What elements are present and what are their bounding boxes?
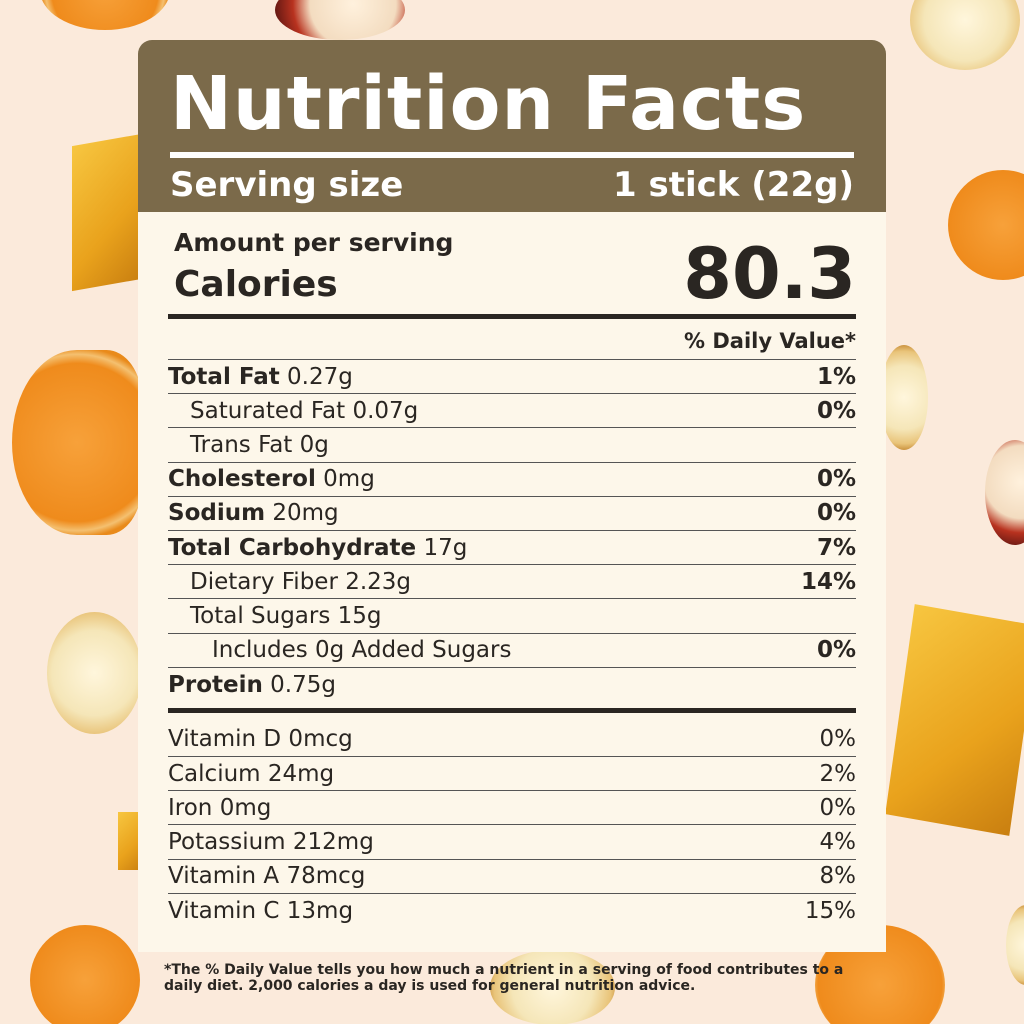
orange-slice-image — [30, 925, 140, 1024]
vitamin-dv: 0% — [819, 794, 857, 821]
nutrient-row-trans-fat: Trans Fat 0g — [168, 428, 856, 463]
header-divider — [170, 152, 854, 158]
vitamin-row: Iron 0mg 0% — [168, 791, 857, 826]
thick-divider — [168, 707, 856, 713]
vitamin-row: Calcium 24mg 2% — [168, 757, 857, 792]
nutrient-name: Dietary Fiber 2.23g — [190, 568, 412, 595]
nutrition-label: Nutrition Facts Serving size 1 stick (22… — [138, 40, 886, 952]
orange-slice-image — [948, 170, 1024, 280]
nutrient-name: Protein — [168, 671, 263, 698]
nutrient-name: Cholesterol — [168, 466, 316, 493]
daily-value-header: % Daily Value* — [168, 319, 856, 360]
nutrient-amount: 20mg — [272, 500, 339, 527]
vitamin-label: Potassium 212mg — [168, 829, 374, 856]
banana-slice-image — [880, 345, 928, 450]
vitamin-label: Vitamin A 78mcg — [168, 863, 366, 890]
vitamin-dv: 2% — [819, 760, 857, 787]
calories-section: Amount per serving Calories 80.3 — [168, 212, 856, 314]
nutrient-name: Total Fat — [168, 363, 280, 390]
vitamin-label: Calcium 24mg — [168, 760, 335, 787]
banana-slice-image — [910, 0, 1020, 70]
nutrient-row-sodium: Sodium 20mg 0% — [168, 497, 856, 531]
nutrient-dv: 14% — [800, 568, 856, 595]
orange-slice-image — [40, 0, 170, 30]
nutrient-name: Sodium — [168, 500, 266, 527]
vitamin-label: Iron 0mg — [168, 794, 272, 821]
pineapple-chunk-image — [885, 604, 1024, 836]
nutrient-row-total-fat: Total Fat 0.27g 1% — [168, 360, 856, 395]
nutrient-amount: 0mg — [323, 466, 375, 493]
vitamin-row: Vitamin D 0mcg 0% — [168, 723, 857, 758]
banana-slice-image — [1006, 905, 1024, 985]
serving-size-row: Serving size 1 stick (22g) — [170, 158, 854, 212]
vitamin-row: Vitamin C 13mg 15% — [168, 894, 856, 928]
nutrient-name: Saturated Fat 0.07g — [190, 397, 419, 424]
nutrient-dv: 7% — [816, 534, 856, 561]
vitamin-label: Vitamin C 13mg — [168, 897, 354, 924]
serving-size-value: 1 stick (22g) — [613, 165, 854, 205]
vitamin-dv: 4% — [819, 829, 857, 856]
label-header: Nutrition Facts Serving size 1 stick (22… — [138, 40, 886, 212]
banana-slice-image — [47, 612, 142, 734]
nutrient-dv: 0% — [816, 397, 856, 424]
nutrient-row-added-sugars: Includes 0g Added Sugars 0% — [168, 634, 856, 668]
vitamin-dv: 0% — [819, 726, 857, 753]
vitamin-row: Vitamin A 78mcg 8% — [168, 860, 856, 894]
calories-label: Calories — [174, 264, 338, 305]
label-title: Nutrition Facts — [170, 61, 807, 147]
vitamin-dv: 8% — [819, 863, 857, 890]
nutrient-name: Includes 0g Added Sugars — [212, 637, 512, 664]
amount-per-serving-label: Amount per serving — [174, 228, 454, 257]
nutrient-row-protein: Protein 0.75g — [168, 668, 856, 702]
nutrient-amount: 17g — [423, 534, 468, 561]
serving-size-label: Serving size — [170, 165, 404, 205]
pineapple-chunk-image — [72, 133, 142, 292]
nutrient-amount: 0.75g — [270, 671, 336, 698]
nutrient-dv: 0% — [816, 500, 856, 527]
nutrient-name: Trans Fat 0g — [190, 431, 329, 458]
nutrient-name: Total Carbohydrate — [168, 534, 417, 561]
nutrient-row-total-carbohydrate: Total Carbohydrate 17g 7% — [168, 531, 856, 566]
nutrient-row-saturated-fat: Saturated Fat 0.07g 0% — [168, 394, 856, 429]
vitamin-dv: 15% — [804, 897, 856, 924]
apple-slice-image — [275, 0, 405, 40]
thick-divider — [168, 314, 856, 319]
apple-slice-image — [985, 440, 1024, 545]
daily-value-footnote: *The % Daily Value tells you how much a … — [164, 962, 844, 994]
orange-slice-image — [12, 350, 142, 535]
nutrient-dv: 0% — [816, 637, 856, 664]
nutrient-amount: 0.27g — [287, 363, 353, 390]
nutrient-dv: 0% — [816, 466, 856, 493]
nutrient-row-dietary-fiber: Dietary Fiber 2.23g 14% — [168, 565, 856, 600]
calories-value: 80.3 — [683, 233, 856, 315]
nutrient-row-cholesterol: Cholesterol 0mg 0% — [168, 463, 856, 497]
vitamin-label: Vitamin D 0mcg — [168, 726, 353, 753]
banana-slice-image — [490, 950, 615, 1024]
nutrient-dv: 1% — [816, 363, 856, 390]
nutrient-name: Total Sugars 15g — [190, 602, 382, 629]
label-body: Amount per serving Calories 80.3 % Daily… — [138, 212, 886, 928]
vitamin-row: Potassium 212mg 4% — [168, 825, 857, 860]
nutrient-row-total-sugars: Total Sugars 15g — [168, 599, 856, 634]
